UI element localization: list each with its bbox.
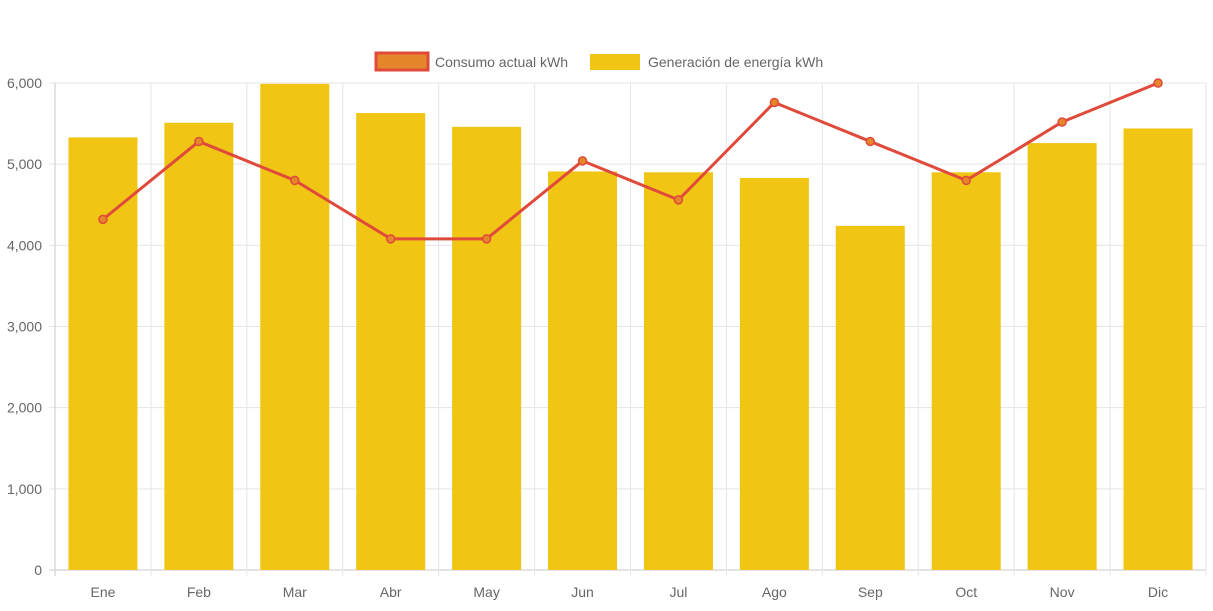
- x-tick-label: Dic: [1148, 584, 1168, 600]
- x-tick-label: Mar: [283, 584, 307, 600]
- y-tick-label: 3,000: [7, 319, 42, 335]
- legend-label-consumo: Consumo actual kWh: [435, 54, 568, 70]
- legend-swatch-generacion: [590, 54, 640, 70]
- bar-jun: [548, 171, 618, 570]
- x-tick-label: May: [473, 584, 499, 600]
- bar-oct: [931, 172, 1001, 571]
- bar-nov: [1027, 143, 1097, 570]
- bar-may: [452, 126, 522, 570]
- x-tick-label: Feb: [187, 584, 211, 600]
- x-tick-label: Abr: [380, 584, 402, 600]
- consumo-point-jun: [577, 156, 588, 166]
- x-tick-label: Sep: [858, 584, 883, 600]
- legend-swatch-consumo: [374, 51, 430, 72]
- bar-dic: [1123, 128, 1193, 570]
- bar-sep: [835, 225, 905, 570]
- y-tick-label: 0: [34, 562, 42, 578]
- bars: [68, 83, 1193, 571]
- legend-item-generacion[interactable]: Generación de energía kWh: [590, 54, 823, 70]
- bar-ago: [739, 177, 809, 570]
- x-tick-label: Jul: [670, 584, 688, 600]
- y-tick-label: 2,000: [7, 400, 42, 416]
- x-tick-label: Nov: [1050, 584, 1075, 600]
- consumo-point-nov: [1057, 117, 1067, 127]
- bar-mar: [260, 83, 330, 570]
- consumo-point-feb: [194, 136, 204, 147]
- consumo-line: [102, 81, 1159, 241]
- consumo-point-dic: [1153, 78, 1163, 88]
- y-tick-label: 4,000: [7, 237, 42, 253]
- bar-abr: [356, 113, 426, 570]
- consumo-point-may: [481, 234, 492, 244]
- axes: 0 1,000 2,000 3,000 4,000 5,000 6,000 Ene Feb Mar…: [7, 75, 1168, 600]
- consumo-point-abr: [385, 234, 396, 244]
- x-tick-label: Oct: [955, 584, 977, 600]
- x-tick-label: Ene: [90, 584, 115, 600]
- consumo-point-ago: [769, 97, 780, 108]
- y-tick-label: 6,000: [7, 75, 42, 91]
- consumo-point-jul: [673, 195, 684, 205]
- bar-jul: [643, 172, 713, 571]
- legend-label-generacion: Generación de energía kWh: [648, 54, 823, 70]
- y-tick-label: 5,000: [7, 156, 42, 172]
- y-tick-label: 1,000: [7, 481, 42, 497]
- x-tick-label: Jun: [571, 584, 594, 600]
- bar-ene: [68, 137, 138, 571]
- consumo-point-ene: [98, 214, 108, 225]
- x-tick-label: Ago: [762, 584, 787, 600]
- consumo-point-oct: [961, 175, 971, 186]
- legend: Consumo actual kWh Generación de energía…: [374, 51, 823, 72]
- line-series: [98, 78, 1163, 244]
- bar-feb: [164, 122, 234, 570]
- grid: [49, 82, 1207, 576]
- consumo-point-sep: [865, 136, 876, 147]
- legend-item-consumo[interactable]: Consumo actual kWh: [374, 51, 568, 72]
- consumo-point-mar: [290, 175, 300, 186]
